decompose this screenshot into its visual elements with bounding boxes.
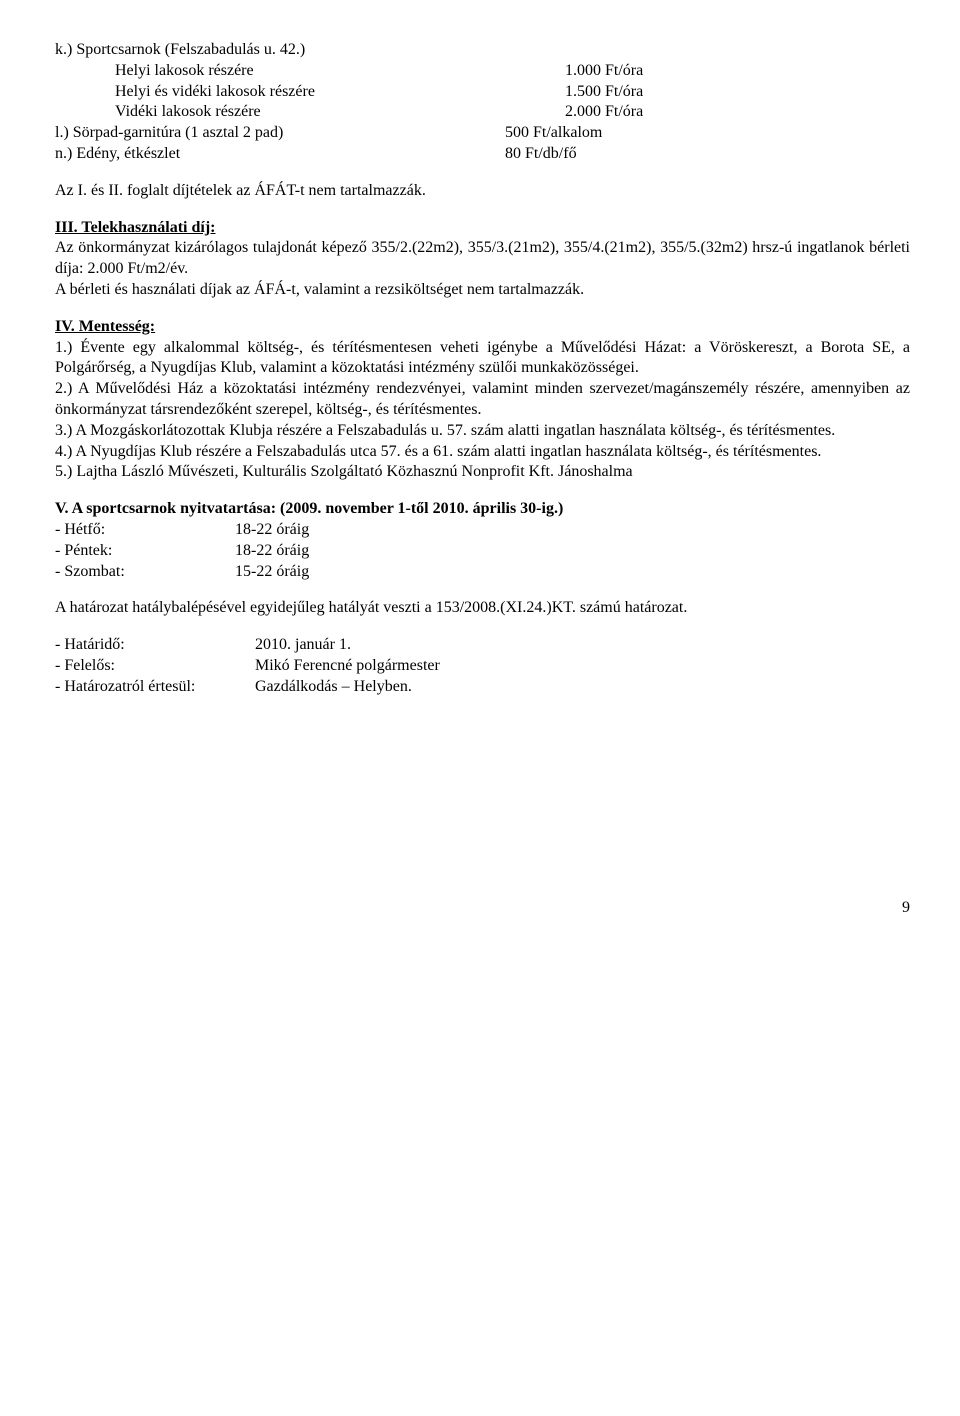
schedule-row: - Péntek: 18-22 óráig [55,541,910,562]
fee-label: Helyi lakosok részére [55,61,565,82]
schedule-label: - Péntek: [55,541,235,562]
schedule-value: 18-22 óráig [235,541,309,562]
footer-label: - Határidő: [55,635,255,656]
fee-label: l.) Sörpad-garnitúra (1 asztal 2 pad) [55,123,505,144]
fee-value: 500 Ft/alkalom [505,123,625,144]
schedule-row: - Szombat: 15-22 óráig [55,562,910,583]
fee-value: 1.000 Ft/óra [565,61,685,82]
section-iii-text: Az önkormányzat kizárólagos tulajdonát k… [55,238,910,280]
footer-value: Mikó Ferencné polgármester [255,656,440,677]
section-iv-title: IV. Mentesség: [55,318,155,335]
note-text: Az I. és II. foglalt díjtételek az ÁFÁT-… [55,181,910,202]
exemption-item: 2.) A Művelődési Ház a közoktatási intéz… [55,379,910,421]
fee-row: l.) Sörpad-garnitúra (1 asztal 2 pad) 50… [55,123,910,144]
section-v-title: V. A sportcsarnok nyitvatartása: (2009. … [55,499,910,520]
schedule-value: 18-22 óráig [235,520,309,541]
fee-row: Helyi és vidéki lakosok részére 1.500 Ft… [55,82,910,103]
fee-value: 80 Ft/db/fő [505,144,625,165]
section-k-title: k.) Sportcsarnok (Felszabadulás u. 42.) [55,40,910,61]
schedule-label: - Hétfő: [55,520,235,541]
fee-label: Vidéki lakosok részére [55,102,565,123]
exemption-item: 3.) A Mozgáskorlátozottak Klubja részére… [55,421,910,442]
fee-row: n.) Edény, étkészlet 80 Ft/db/fő [55,144,910,165]
section-iii-title: III. Telekhasználati díj: [55,219,215,236]
fee-label: n.) Edény, étkészlet [55,144,505,165]
page-number: 9 [55,898,910,919]
schedule-value: 15-22 óráig [235,562,309,583]
fee-row: Vidéki lakosok részére 2.000 Ft/óra [55,102,910,123]
schedule-row: - Hétfő: 18-22 óráig [55,520,910,541]
fee-label: Helyi és vidéki lakosok részére [55,82,565,103]
fee-value: 2.000 Ft/óra [565,102,685,123]
fee-value: 1.500 Ft/óra [565,82,685,103]
resolution-text: A határozat hatálybalépésével egyidejűle… [55,598,910,619]
footer-row: - Határozatról értesül: Gazdálkodás – He… [55,677,910,698]
exemption-item: 4.) A Nyugdíjas Klub részére a Felszabad… [55,442,910,463]
footer-label: - Határozatról értesül: [55,677,255,698]
footer-value: Gazdálkodás – Helyben. [255,677,412,698]
footer-row: - Határidő: 2010. január 1. [55,635,910,656]
footer-value: 2010. január 1. [255,635,351,656]
fee-row: Helyi lakosok részére 1.000 Ft/óra [55,61,910,82]
exemption-item: 5.) Lajtha László Művészeti, Kulturális … [55,462,910,483]
footer-label: - Felelős: [55,656,255,677]
exemption-item: 1.) Évente egy alkalommal költség-, és t… [55,338,910,380]
schedule-label: - Szombat: [55,562,235,583]
section-iii-text2: A bérleti és használati díjak az ÁFÁ-t, … [55,280,910,301]
footer-row: - Felelős: Mikó Ferencné polgármester [55,656,910,677]
